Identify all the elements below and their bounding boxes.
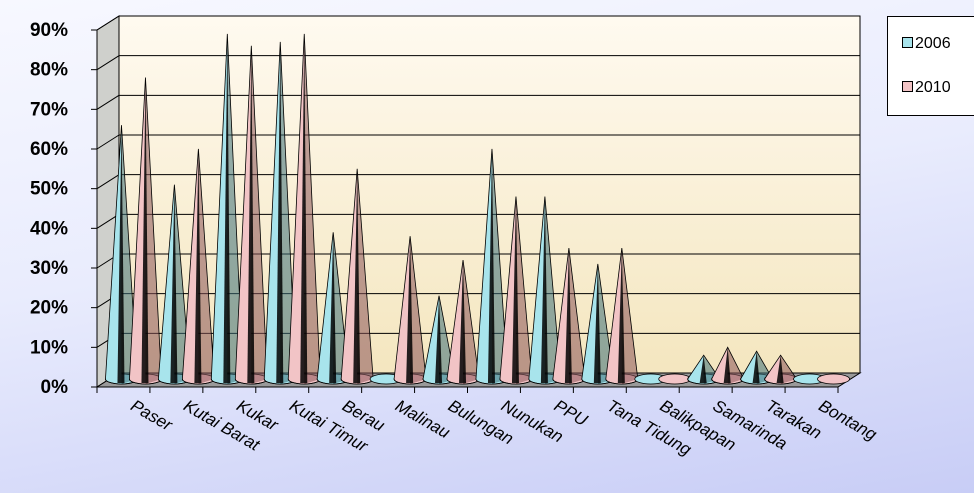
- legend-item-2010: 2010: [902, 79, 951, 97]
- gridline-side: [96, 15, 120, 31]
- legend: 2006 2010: [887, 16, 974, 116]
- x-tick-label: Malinau: [392, 396, 454, 442]
- y-tick-label: 40%: [30, 218, 68, 239]
- cone-2010-0: [129, 77, 162, 385]
- gridline-side: [96, 55, 120, 71]
- y-tick-label: 70%: [30, 99, 68, 120]
- x-tick-label: Bontang: [816, 396, 881, 444]
- cone-2006-8: [528, 196, 562, 385]
- cone-2010-12: [764, 354, 798, 385]
- gridline-side: [96, 134, 120, 150]
- cone-2010-6: [446, 259, 480, 385]
- cone-2010-9: [605, 248, 639, 385]
- y-tick-label: 30%: [30, 258, 68, 279]
- cone-2006-9: [581, 263, 615, 385]
- y-tick-label: 10%: [30, 337, 68, 358]
- cone-2006-7: [475, 148, 509, 385]
- y-tick-label: 20%: [30, 298, 68, 319]
- gridline-side: [96, 94, 120, 110]
- cone-2010-8: [552, 248, 586, 385]
- y-tick-label: 0%: [41, 377, 69, 398]
- gridline-side: [96, 174, 120, 190]
- legend-label-2006: 2006: [915, 35, 951, 52]
- y-tick-label: 50%: [30, 179, 68, 200]
- cone-2010-3: [287, 33, 321, 385]
- legend-item-2006: 2006: [902, 35, 951, 53]
- cone-2010-11: [711, 346, 745, 385]
- legend-label-2010: 2010: [915, 79, 951, 96]
- legend-swatch-2010: [902, 81, 913, 92]
- cone-2006-11: [687, 354, 721, 385]
- cone-2010-4: [340, 168, 374, 385]
- y-tick-label: 60%: [30, 139, 68, 160]
- cone-2010-1: [181, 148, 215, 385]
- y-tick-label: 90%: [30, 20, 68, 41]
- cone-2010-13: [817, 373, 850, 385]
- cone-2010-10: [658, 373, 692, 385]
- cone-2006-0: [105, 125, 138, 385]
- y-tick-label: 80%: [30, 60, 68, 81]
- legend-swatch-2006: [902, 37, 913, 48]
- x-tick-label: Paser: [127, 396, 176, 435]
- cone-2010-2: [234, 45, 268, 385]
